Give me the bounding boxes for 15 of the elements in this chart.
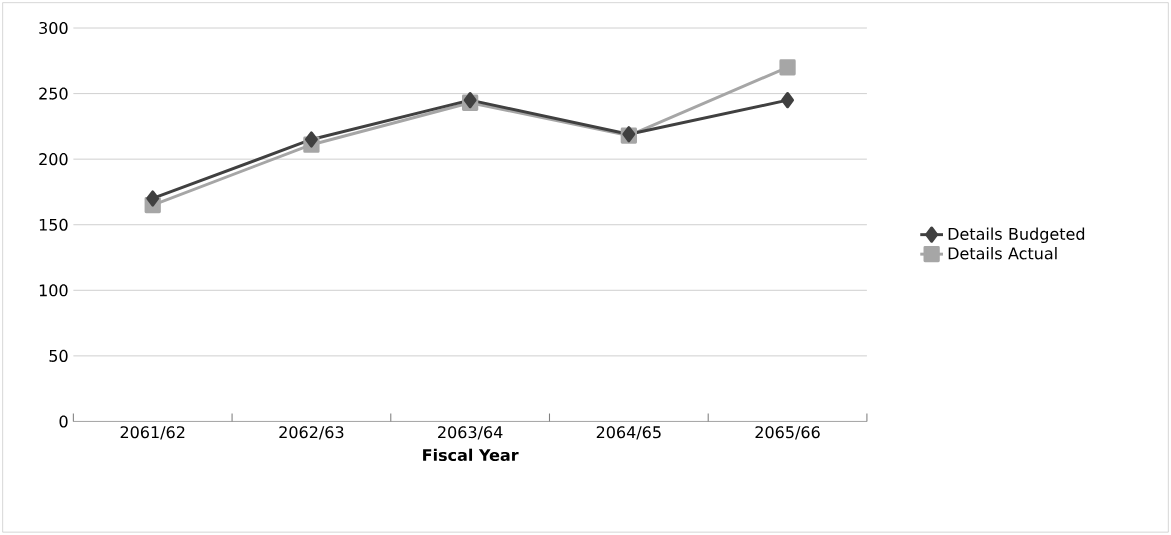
y-tick-label: 100 — [39, 284, 68, 297]
x-tick-label: 2064/65 — [596, 426, 661, 440]
y-tick-label: 150 — [39, 218, 68, 231]
y-tick-label: 50 — [49, 349, 68, 363]
legend-label: Details Actual — [948, 247, 1057, 260]
x-tick-label: 2063/64 — [438, 426, 503, 440]
y-tick-label: 250 — [39, 87, 68, 100]
x-axis-title: Fiscal Year — [423, 448, 519, 462]
x-tick-label: 2062/63 — [279, 426, 344, 440]
y-tick-label: 300 — [39, 22, 68, 35]
x-tick-label: 2061/62 — [120, 426, 185, 440]
x-tick-label: 2065/66 — [755, 426, 820, 440]
legend-label: Details Budgeted — [948, 227, 1085, 244]
y-tick-label: 200 — [39, 153, 68, 166]
y-tick-label: 0 — [59, 415, 68, 428]
